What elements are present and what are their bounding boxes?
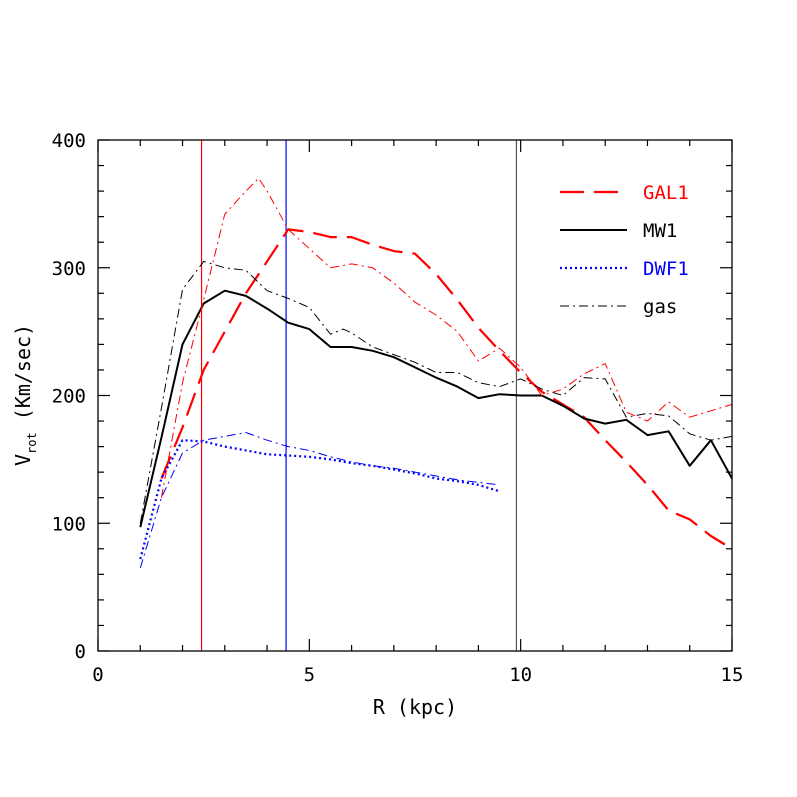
y-tick-label: 300 — [52, 258, 86, 280]
x-tick-label: 5 — [304, 664, 315, 686]
vertical-lines — [200, 140, 518, 651]
series-line-mw1 — [139, 289, 733, 528]
series-line-gal1 — [160, 228, 733, 550]
series-line-dwf1 — [139, 439, 500, 560]
y-axis-label-unit: (Km/sec) — [11, 324, 35, 420]
x-tick-label: 10 — [509, 664, 532, 686]
legend-label-gas: gas — [643, 296, 677, 318]
legend-label-gal1: GAL1 — [643, 182, 689, 204]
legend-label-dwf1: DWF1 — [643, 258, 689, 280]
tick-labels: 0 5 10 15 0 100 200 300 400 — [52, 130, 744, 686]
y-axis-label-gap — [11, 420, 35, 432]
x-axis-label: R (kpc) — [373, 695, 457, 719]
y-axis-label: Vrot (Km/sec) — [11, 324, 39, 466]
y-tick-label: 200 — [52, 386, 86, 408]
y-tick-label: 0 — [75, 641, 86, 663]
series-line-extra-5 — [139, 432, 500, 569]
y-axis-label-main: V — [11, 454, 35, 466]
legend: GAL1 MW1 DWF1 gas — [560, 182, 689, 318]
x-tick-label: 15 — [721, 664, 744, 686]
y-axis-label-sub: rot — [25, 432, 39, 454]
series-line-extra-4 — [160, 177, 733, 498]
y-tick-label: 400 — [52, 130, 86, 152]
svg-text:Vrot (Km/sec): Vrot (Km/sec) — [11, 324, 39, 466]
series-line-gas — [139, 260, 733, 524]
series-layer — [139, 177, 733, 569]
y-tick-label: 100 — [52, 513, 86, 535]
axis-ticks — [97, 139, 733, 652]
legend-label-mw1: MW1 — [643, 220, 677, 242]
x-tick-label: 0 — [92, 664, 103, 686]
